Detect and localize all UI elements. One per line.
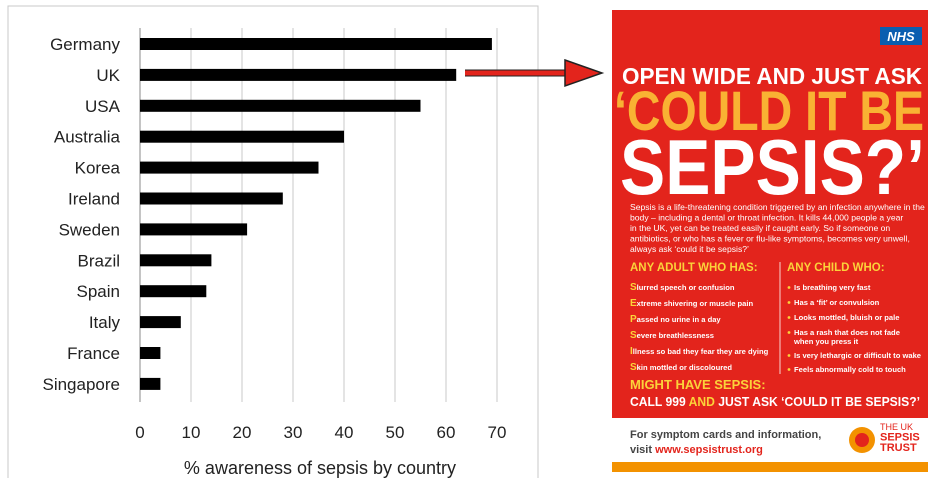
might-have: MIGHT HAVE SEPSIS: (630, 377, 766, 392)
x-tick-label: 70 (488, 423, 507, 442)
adult-item: Illness so bad they fear they are dying (630, 346, 769, 357)
y-tick-label: USA (85, 97, 121, 116)
x-tick-label: 40 (335, 423, 354, 442)
title-line2: SEPSIS?’ (620, 123, 925, 211)
bar (140, 378, 160, 390)
x-tick-label: 30 (284, 423, 303, 442)
url: www.sepsistrust.org (654, 444, 763, 456)
bar (140, 38, 492, 50)
x-axis-label: % awareness of sepsis by country (184, 458, 456, 478)
y-tick-label: UK (96, 66, 120, 85)
y-tick-label: Germany (50, 35, 120, 54)
paragraph-line: antibiotics, or who has a fever or flu-l… (630, 234, 910, 244)
bar (140, 316, 181, 328)
adult-item: Severe breathlessness (630, 330, 714, 341)
y-tick-label: Spain (77, 282, 120, 301)
poster: NHS OPEN WIDE AND JUST ASK ‘COULD IT BE … (612, 10, 928, 472)
child-item: Is very lethargic or difficult to wake (794, 351, 921, 360)
info-line: For symptom cards and information, (630, 429, 821, 441)
nhs-logo: NHS (887, 29, 915, 44)
bar (140, 131, 344, 143)
bullet (788, 331, 791, 334)
call-b: AND (689, 395, 715, 409)
y-tick-label: Singapore (42, 375, 120, 394)
y-tick-label: Korea (75, 159, 121, 178)
visit: visit (630, 444, 652, 456)
child-item: when you press it (793, 337, 859, 346)
bar (140, 347, 160, 359)
paragraph-line: Sepsis is a life-threatening condition t… (630, 202, 925, 212)
trust-name: TRUST (880, 442, 917, 454)
x-tick-label: 0 (135, 423, 144, 442)
bullet (788, 286, 791, 289)
call-a: CALL 999 (630, 395, 686, 409)
child-item: Is breathing very fast (794, 283, 871, 292)
x-tick-label: 20 (233, 423, 252, 442)
paragraph-line: body – including a dental or throat infe… (630, 213, 903, 223)
call-c: JUST ASK ‘COULD IT BE SEPSIS?’ (718, 395, 920, 409)
adult-item: Passed no urine in a day (630, 314, 721, 325)
child-item: Has a rash that does not fade (794, 328, 900, 337)
bar (140, 162, 319, 174)
y-tick-label: Ireland (68, 190, 120, 209)
x-tick-label: 10 (182, 423, 201, 442)
bullet (788, 368, 791, 371)
bar (140, 193, 283, 205)
y-tick-label: Sweden (59, 220, 120, 239)
trust-name: THE UK (880, 422, 913, 432)
visit-line: visit www.sepsistrust.org (630, 444, 763, 456)
trust-logo-core (855, 433, 869, 447)
bullet (788, 354, 791, 357)
child-item: Looks mottled, bluish or pale (794, 313, 899, 322)
paragraph-line: always ask ‘could it be sepsis?’ (630, 244, 749, 254)
adult-item: Slurred speech or confusion (630, 282, 735, 293)
fine-print-strip (612, 462, 928, 472)
bullet (788, 301, 791, 304)
x-tick-label: 60 (437, 423, 456, 442)
y-tick-label: Brazil (77, 251, 120, 270)
call-line: CALL 999 AND JUST ASK ‘COULD IT BE SEPSI… (630, 395, 920, 409)
y-tick-label: France (67, 344, 120, 363)
child-heading: ANY CHILD WHO: (787, 262, 885, 274)
chart: 0 10 20 30 40 50 60 70 Germany UK USA Australia Kore… (42, 28, 506, 442)
adult-heading: ANY ADULT WHO HAS: (630, 262, 758, 274)
bar (140, 285, 206, 297)
child-item: Feels abnormally cold to touch (794, 365, 906, 374)
adult-item: Extreme shivering or muscle pain (630, 298, 754, 309)
adult-item: Skin mottled or discoloured (630, 362, 732, 373)
bullet (788, 316, 791, 319)
page: 0 10 20 30 40 50 60 70 Germany UK USA Australia Kore… (0, 0, 933, 478)
y-tick-label: Australia (54, 128, 121, 147)
bar (140, 100, 421, 112)
bar (140, 69, 456, 81)
paragraph-line: in the UK, yet can be treated easily if … (630, 223, 890, 233)
bar (140, 223, 247, 235)
arrow-head (565, 60, 602, 86)
y-tick-label: Italy (89, 313, 121, 332)
x-tick-label: 50 (386, 423, 405, 442)
bar (140, 254, 211, 266)
child-item: Has a ‘fit’ or convulsion (794, 298, 880, 307)
